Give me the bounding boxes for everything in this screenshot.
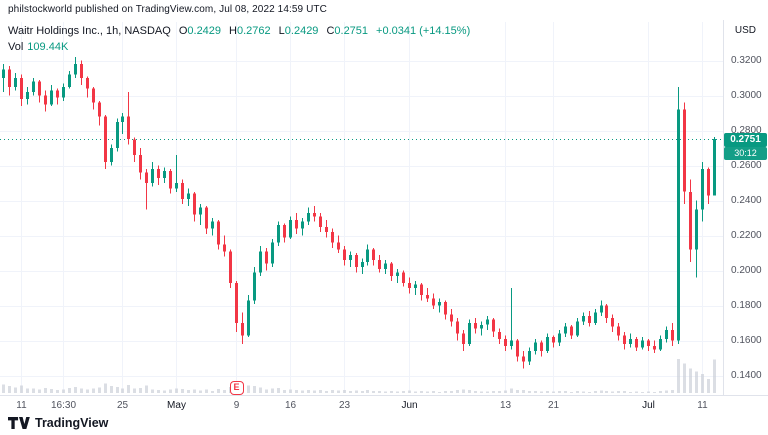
- brand-text: TradingView: [35, 416, 109, 430]
- time-axis-label: 11: [16, 400, 27, 411]
- ohlc-value: 0.2429: [187, 25, 222, 37]
- price-axis-label: 0.3000: [731, 89, 762, 101]
- volume-legend: Vol 109.44K: [8, 41, 68, 53]
- time-axis-label: May: [167, 400, 186, 411]
- volume-layer: [2, 359, 716, 393]
- volume-value: 109.44K: [27, 41, 69, 53]
- time-axis-label: 13: [499, 400, 512, 411]
- ohlc-close: C 0.2751: [326, 25, 368, 37]
- ohlc-low: L 0.2429: [279, 25, 319, 37]
- attribution-text: philstockworld published on TradingView.…: [8, 4, 327, 15]
- time-axis-label: 25: [116, 400, 129, 411]
- price-axis-label: 0.2000: [731, 264, 762, 276]
- price-axis-label: 0.3200: [731, 54, 762, 66]
- price-axis[interactable]: 0.3200 0.3000 0.2800 0.2600 0.2400 0.2200 0.20…: [723, 20, 768, 395]
- ohlc-high: H 0.2762: [229, 25, 271, 37]
- ohlc-value: 0.2751: [334, 25, 369, 37]
- time-axis-label: 9: [233, 400, 240, 411]
- ohlc-open: O 0.2429: [179, 25, 221, 37]
- last-price-badge: 0.2751: [724, 132, 767, 147]
- time-axis-label: 16:30: [50, 400, 77, 411]
- price-axis-label: 0.1800: [731, 299, 762, 311]
- footer: TradingView: [0, 415, 768, 435]
- grid-layer: [0, 22, 723, 393]
- ohlc-key: H: [229, 25, 237, 37]
- time-axis-label: Jul: [642, 400, 655, 411]
- price-axis-label: 0.1400: [731, 369, 762, 381]
- countdown-badge: 30:12: [724, 146, 767, 160]
- candles-layer: [2, 57, 716, 369]
- price-axis-label: 0.2400: [731, 194, 762, 206]
- earnings-marker-icon[interactable]: E: [229, 381, 244, 395]
- ohlc-key: C: [326, 25, 335, 37]
- volume-label: Vol: [8, 41, 24, 53]
- time-axis-label: 23: [338, 400, 351, 411]
- time-axis-label: 16: [284, 400, 297, 411]
- time-axis-label: 21: [547, 400, 560, 411]
- chart-legend: Waitr Holdings Inc., 1h, NASDAQ O 0.2429 …: [8, 25, 470, 37]
- currency-label: USD: [734, 25, 756, 36]
- price-axis-label: 0.2600: [731, 159, 762, 171]
- symbol-title[interactable]: Waitr Holdings Inc., 1h, NASDAQ: [8, 25, 171, 37]
- price-axis-label: 0.2800: [731, 124, 762, 136]
- ohlc-key: L: [278, 25, 285, 37]
- ohlc-value: 0.2762: [237, 25, 271, 37]
- time-axis-label: 11: [697, 400, 708, 411]
- ohlc-value: 0.2429: [284, 25, 319, 37]
- time-axis-label: Jun: [401, 400, 418, 411]
- tradingview-brand[interactable]: TradingView: [8, 416, 108, 430]
- change-value: +0.0341 (+14.15%): [376, 25, 471, 37]
- ohlc-key: O: [178, 25, 188, 37]
- time-axis[interactable]: 11 16:30 25 May 9 16 23 Jun 13 21 Jul 11: [0, 395, 768, 415]
- price-axis-label: 0.1600: [731, 334, 762, 346]
- price-axis-label: 0.2200: [731, 229, 762, 241]
- tradingview-logo-icon: [8, 417, 30, 429]
